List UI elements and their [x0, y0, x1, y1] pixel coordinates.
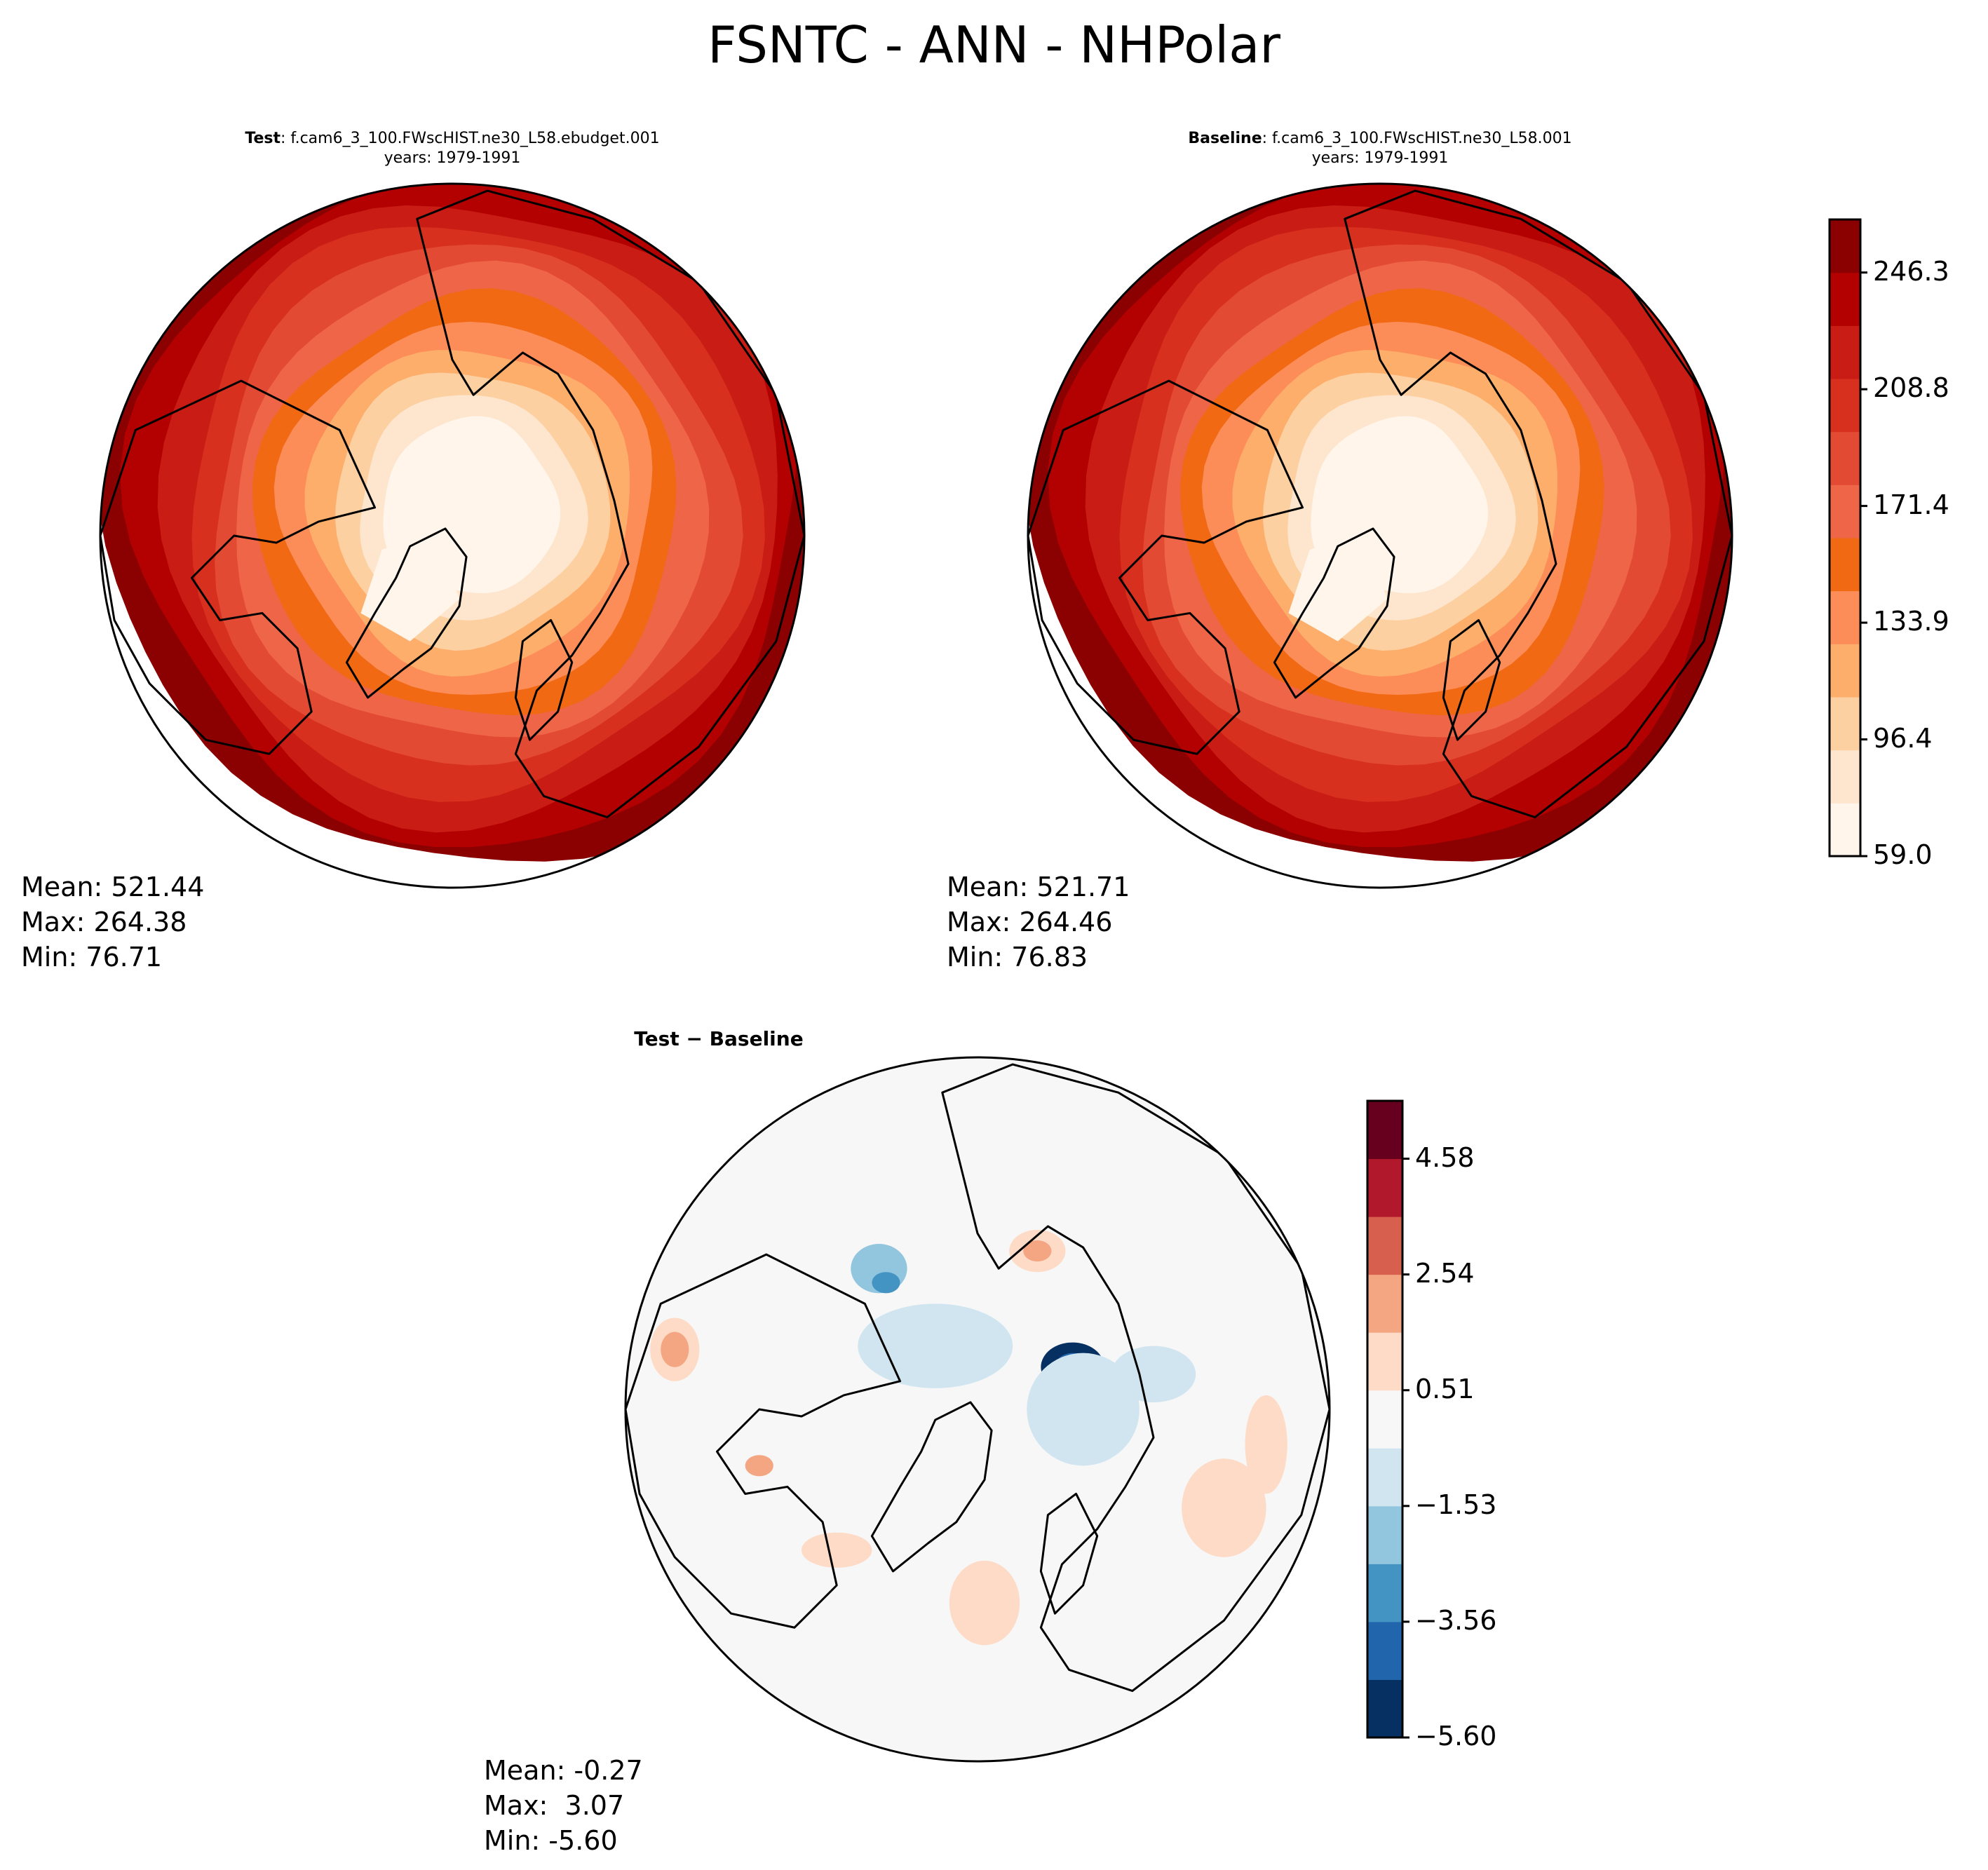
difference-stat-min: Min: -5.60: [484, 1825, 618, 1856]
colorbar-tick-label: 208.8: [1873, 372, 1949, 404]
colorbar-swatch: [1830, 272, 1860, 326]
baseline-map-boundary: [1027, 182, 1733, 889]
contour-band: [858, 1303, 1013, 1388]
difference-stat-max: Max: 3.07: [484, 1790, 625, 1821]
colorbar-tick-label: −3.56: [1415, 1604, 1497, 1636]
coastline: [100, 379, 377, 755]
baseline-stats: Mean: 521.71 Max: 264.46 Min: 76.83: [947, 869, 1130, 975]
colorbar-tick-label: 0.51: [1415, 1373, 1475, 1404]
contour-band: [949, 1560, 1020, 1646]
colorbar-swatch: [1830, 485, 1860, 538]
colorbar-tick-label: −1.53: [1415, 1489, 1497, 1520]
baseline-stat-mean: Mean: 521.71: [947, 872, 1130, 902]
colorbar-swatch: [1367, 1390, 1402, 1449]
coastline: [1028, 379, 1304, 755]
figure-title: FSNTC - ANN - NHPolar: [708, 15, 1280, 74]
difference-panel-title: Test − Baseline: [634, 1027, 804, 1050]
colorbar-swatch: [1367, 1679, 1402, 1738]
colorbar-swatch: [1830, 590, 1860, 644]
colorbar-tick-label: 246.3: [1873, 255, 1949, 287]
field-colorbar: [1828, 218, 1867, 858]
test-map-boundary: [99, 182, 806, 889]
colorbar-tick-label: 133.9: [1873, 606, 1949, 637]
colorbar-tick-label: 96.4: [1873, 722, 1933, 754]
test-polar-map: [100, 184, 804, 862]
colorbar-swatch: [1830, 750, 1860, 804]
contour-band: [661, 1332, 689, 1367]
colorbar-frame: [1366, 1099, 1404, 1739]
contour-band: [1027, 1353, 1140, 1466]
test-stat-min: Min: 76.71: [21, 942, 163, 973]
contour-band: [1111, 1346, 1196, 1402]
colorbar-swatch: [1830, 538, 1860, 592]
colorbar-swatch: [1367, 1101, 1402, 1160]
colorbar-swatch: [1830, 431, 1860, 485]
contour-band: [626, 1057, 1330, 1761]
baseline-panel-title: Baseline: f.cam6_3_100.FWscHIST.ne30_L58…: [1188, 130, 1572, 167]
coastline: [345, 527, 468, 699]
coastline: [870, 1401, 993, 1573]
coastline: [1442, 618, 1501, 741]
colorbar-swatch: [1367, 1621, 1402, 1680]
colorbar-swatch: [1367, 1158, 1402, 1217]
colorbar-swatch: [1367, 1274, 1402, 1333]
colorbar-swatch: [1367, 1217, 1402, 1275]
coastline: [941, 1063, 1330, 1693]
coastline: [416, 189, 804, 819]
colorbar-tick-label: −5.60: [1415, 1721, 1497, 1752]
contour-band: [1023, 1240, 1052, 1262]
colorbar-swatch: [1830, 219, 1860, 273]
baseline-polar-map: [1028, 184, 1732, 862]
baseline-stat-max: Max: 264.46: [947, 907, 1113, 937]
colorbar-swatch: [1367, 1505, 1402, 1564]
difference-colorbar: [1366, 1099, 1409, 1739]
colorbar-swatch: [1830, 803, 1860, 857]
difference-stat-mean: Mean: -0.27: [484, 1755, 643, 1786]
test-stats: Mean: 521.44 Max: 264.38 Min: 76.71: [21, 869, 204, 975]
coastline: [626, 1253, 902, 1629]
contour-band: [872, 1272, 900, 1294]
colorbar-tick-label: 2.54: [1415, 1257, 1475, 1289]
difference-map-boundary: [624, 1056, 1331, 1763]
difference-polar-map: [626, 1057, 1330, 1761]
colorbar-swatch: [1367, 1448, 1402, 1507]
colorbar-swatch: [1830, 644, 1860, 698]
colorbar-tick-label: 4.58: [1415, 1141, 1475, 1173]
colorbar-frame: [1828, 218, 1862, 858]
contour-band: [1182, 1458, 1266, 1557]
colorbar-swatch: [1367, 1564, 1402, 1622]
baseline-stat-min: Min: 76.83: [947, 942, 1088, 973]
colorbar-swatch: [1830, 325, 1860, 379]
contour-band: [802, 1532, 872, 1568]
difference-stats: Mean: -0.27 Max: 3.07 Min: -5.60: [484, 1753, 643, 1858]
colorbar-tick-label: 171.4: [1873, 489, 1949, 520]
coastline: [1273, 527, 1395, 699]
colorbar-tick-label: 59.0: [1873, 839, 1933, 870]
contour-band: [1245, 1395, 1287, 1494]
colorbar-swatch: [1830, 697, 1860, 751]
coastline: [514, 618, 574, 741]
colorbar-swatch: [1830, 379, 1860, 433]
contour-band: [360, 528, 460, 642]
contour-band: [1288, 528, 1388, 642]
test-stat-max: Max: 264.38: [21, 907, 187, 937]
contour-band: [745, 1455, 773, 1477]
coastline: [1039, 1492, 1099, 1615]
test-stat-mean: Mean: 521.44: [21, 872, 205, 902]
coastline: [1344, 189, 1732, 819]
test-panel-title: Test: f.cam6_3_100.FWscHIST.ne30_L58.ebu…: [245, 130, 660, 167]
colorbar-swatch: [1367, 1332, 1402, 1391]
